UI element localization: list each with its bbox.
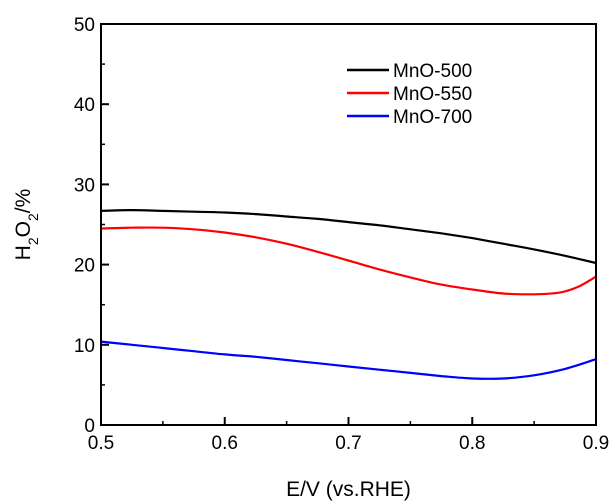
y-axis-title-base: H bbox=[12, 245, 35, 260]
series-line-mno-550 bbox=[100, 226, 597, 296]
y-axis-title-sub-2: 2 bbox=[25, 213, 41, 221]
y-axis-title-sub-1: 2 bbox=[25, 237, 41, 245]
legend-label-mno-550: MnO-550 bbox=[393, 84, 472, 105]
series-line-mno-700 bbox=[100, 340, 597, 380]
x-tick-label: 0.9 bbox=[583, 433, 609, 454]
y-tick-label: 40 bbox=[74, 95, 95, 116]
series-line-mno-500 bbox=[100, 209, 597, 265]
x-axis-title: E/V (vs.RHE) bbox=[286, 478, 411, 501]
y-tick-label: 50 bbox=[74, 15, 95, 36]
plot-frame bbox=[100, 23, 597, 426]
x-tick-label: 0.5 bbox=[88, 433, 114, 454]
x-tick-label: 0.8 bbox=[459, 433, 485, 454]
y-tick-label: 30 bbox=[74, 175, 95, 196]
y-tick-label: 0 bbox=[84, 416, 95, 437]
x-tick-label: 0.7 bbox=[335, 433, 361, 454]
y-axis-title: H2O2/% bbox=[12, 189, 41, 261]
y-tick-label: 10 bbox=[74, 336, 95, 357]
axes-layer: 0.5 0.6 0.7 0.8 0.9 0 10 20 30 40 50 bbox=[74, 15, 609, 454]
series-layer bbox=[100, 209, 597, 380]
legend-label-mno-700: MnO-700 bbox=[393, 107, 472, 128]
x-tick-label: 0.6 bbox=[212, 433, 238, 454]
y-axis-title-tail: /% bbox=[12, 189, 35, 214]
y-tick-label: 20 bbox=[74, 256, 95, 277]
y-axis-title-mid: O bbox=[12, 221, 35, 237]
legend-label-mno-500: MnO-500 bbox=[393, 61, 472, 82]
